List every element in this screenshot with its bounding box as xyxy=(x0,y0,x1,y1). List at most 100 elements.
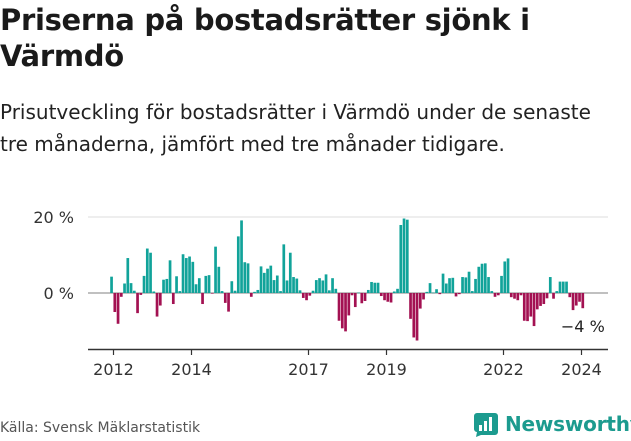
bar xyxy=(451,277,455,293)
bar xyxy=(519,293,523,296)
bar xyxy=(516,293,520,301)
bar xyxy=(223,293,227,303)
bar xyxy=(438,293,442,295)
bar xyxy=(201,293,204,305)
bar xyxy=(116,293,120,324)
bar xyxy=(253,291,256,293)
bar xyxy=(149,252,152,293)
bar xyxy=(233,290,237,293)
newsworthy-logo-icon xyxy=(474,413,498,437)
bar xyxy=(509,293,513,298)
bar xyxy=(123,283,126,293)
bar xyxy=(386,293,390,302)
chart-subtitle: Prisutveckling för bostadsrätter i Värmd… xyxy=(0,100,591,156)
bar xyxy=(129,283,133,293)
bar xyxy=(269,265,273,293)
bar xyxy=(558,281,562,293)
bar xyxy=(506,258,510,293)
bar xyxy=(246,263,250,293)
bar xyxy=(301,293,305,298)
bar xyxy=(288,252,292,293)
bar xyxy=(477,266,481,293)
bar xyxy=(565,281,568,293)
bar xyxy=(474,278,477,293)
x-tick-label: 2012 xyxy=(93,360,134,379)
bar xyxy=(493,293,497,297)
bar xyxy=(259,266,263,293)
bar xyxy=(327,290,331,293)
bar xyxy=(487,277,490,293)
bar xyxy=(314,280,318,293)
bar xyxy=(353,293,357,308)
bar xyxy=(145,248,149,293)
bar xyxy=(165,278,169,293)
bar xyxy=(379,293,383,297)
bar xyxy=(561,281,565,293)
bar xyxy=(285,280,289,293)
bar xyxy=(282,244,286,293)
bar xyxy=(409,293,412,319)
bar xyxy=(292,277,295,293)
bar xyxy=(119,293,123,297)
bar xyxy=(318,278,321,293)
bar xyxy=(357,292,360,294)
bar xyxy=(392,291,396,293)
bar xyxy=(321,280,325,293)
bar xyxy=(136,293,139,314)
bar xyxy=(279,291,282,293)
bar xyxy=(171,293,175,305)
brand-logo[interactable]: Newsworthy xyxy=(473,407,631,441)
bar xyxy=(227,293,230,312)
bar xyxy=(155,293,159,317)
bar xyxy=(571,293,575,311)
brand-name: Newsworthy xyxy=(505,412,631,436)
bar xyxy=(457,293,461,295)
bar xyxy=(483,263,487,293)
bar xyxy=(191,261,195,293)
bar xyxy=(454,293,458,297)
bar xyxy=(490,291,494,293)
bar-chart: 20 % 0 % 2012 2014 2017 2019 2022 2024 −4 % xyxy=(33,208,608,379)
bar xyxy=(448,278,451,293)
bar xyxy=(480,263,484,293)
bar xyxy=(197,278,201,293)
bar xyxy=(204,275,208,293)
bar xyxy=(217,266,221,293)
bar xyxy=(552,293,555,299)
bar xyxy=(295,278,299,293)
bar xyxy=(383,293,386,301)
bar xyxy=(428,283,432,293)
bar xyxy=(522,293,526,321)
bar xyxy=(194,284,198,293)
end-value-label: −4 % xyxy=(561,317,605,336)
bar xyxy=(207,275,211,293)
bar xyxy=(513,293,516,299)
bar xyxy=(347,293,351,316)
bar xyxy=(405,219,409,293)
bar xyxy=(305,293,308,301)
bar xyxy=(500,275,503,293)
bar xyxy=(331,278,334,293)
bar xyxy=(542,293,546,305)
y-tick-label: 20 % xyxy=(33,208,74,227)
x-tick-label: 2017 xyxy=(288,360,329,379)
bar xyxy=(503,261,507,293)
bar xyxy=(568,293,572,298)
bar xyxy=(214,246,217,293)
bar xyxy=(470,291,474,293)
bar xyxy=(266,268,269,293)
chart-title: Priserna på bostadsrätter sjönk i Värmdö xyxy=(0,3,530,73)
bar xyxy=(340,293,344,329)
bar xyxy=(415,293,419,341)
bar xyxy=(175,276,178,293)
bar xyxy=(529,293,533,317)
bar xyxy=(363,293,367,301)
bar xyxy=(168,260,172,293)
axis-labels: 20 % 0 % 2012 2014 2017 2019 2022 2024 −4 % xyxy=(33,208,604,379)
bar-series xyxy=(110,218,585,341)
bar xyxy=(412,293,416,338)
bar xyxy=(555,291,559,293)
bar xyxy=(578,293,581,302)
bar xyxy=(275,275,279,293)
bar xyxy=(581,293,585,309)
